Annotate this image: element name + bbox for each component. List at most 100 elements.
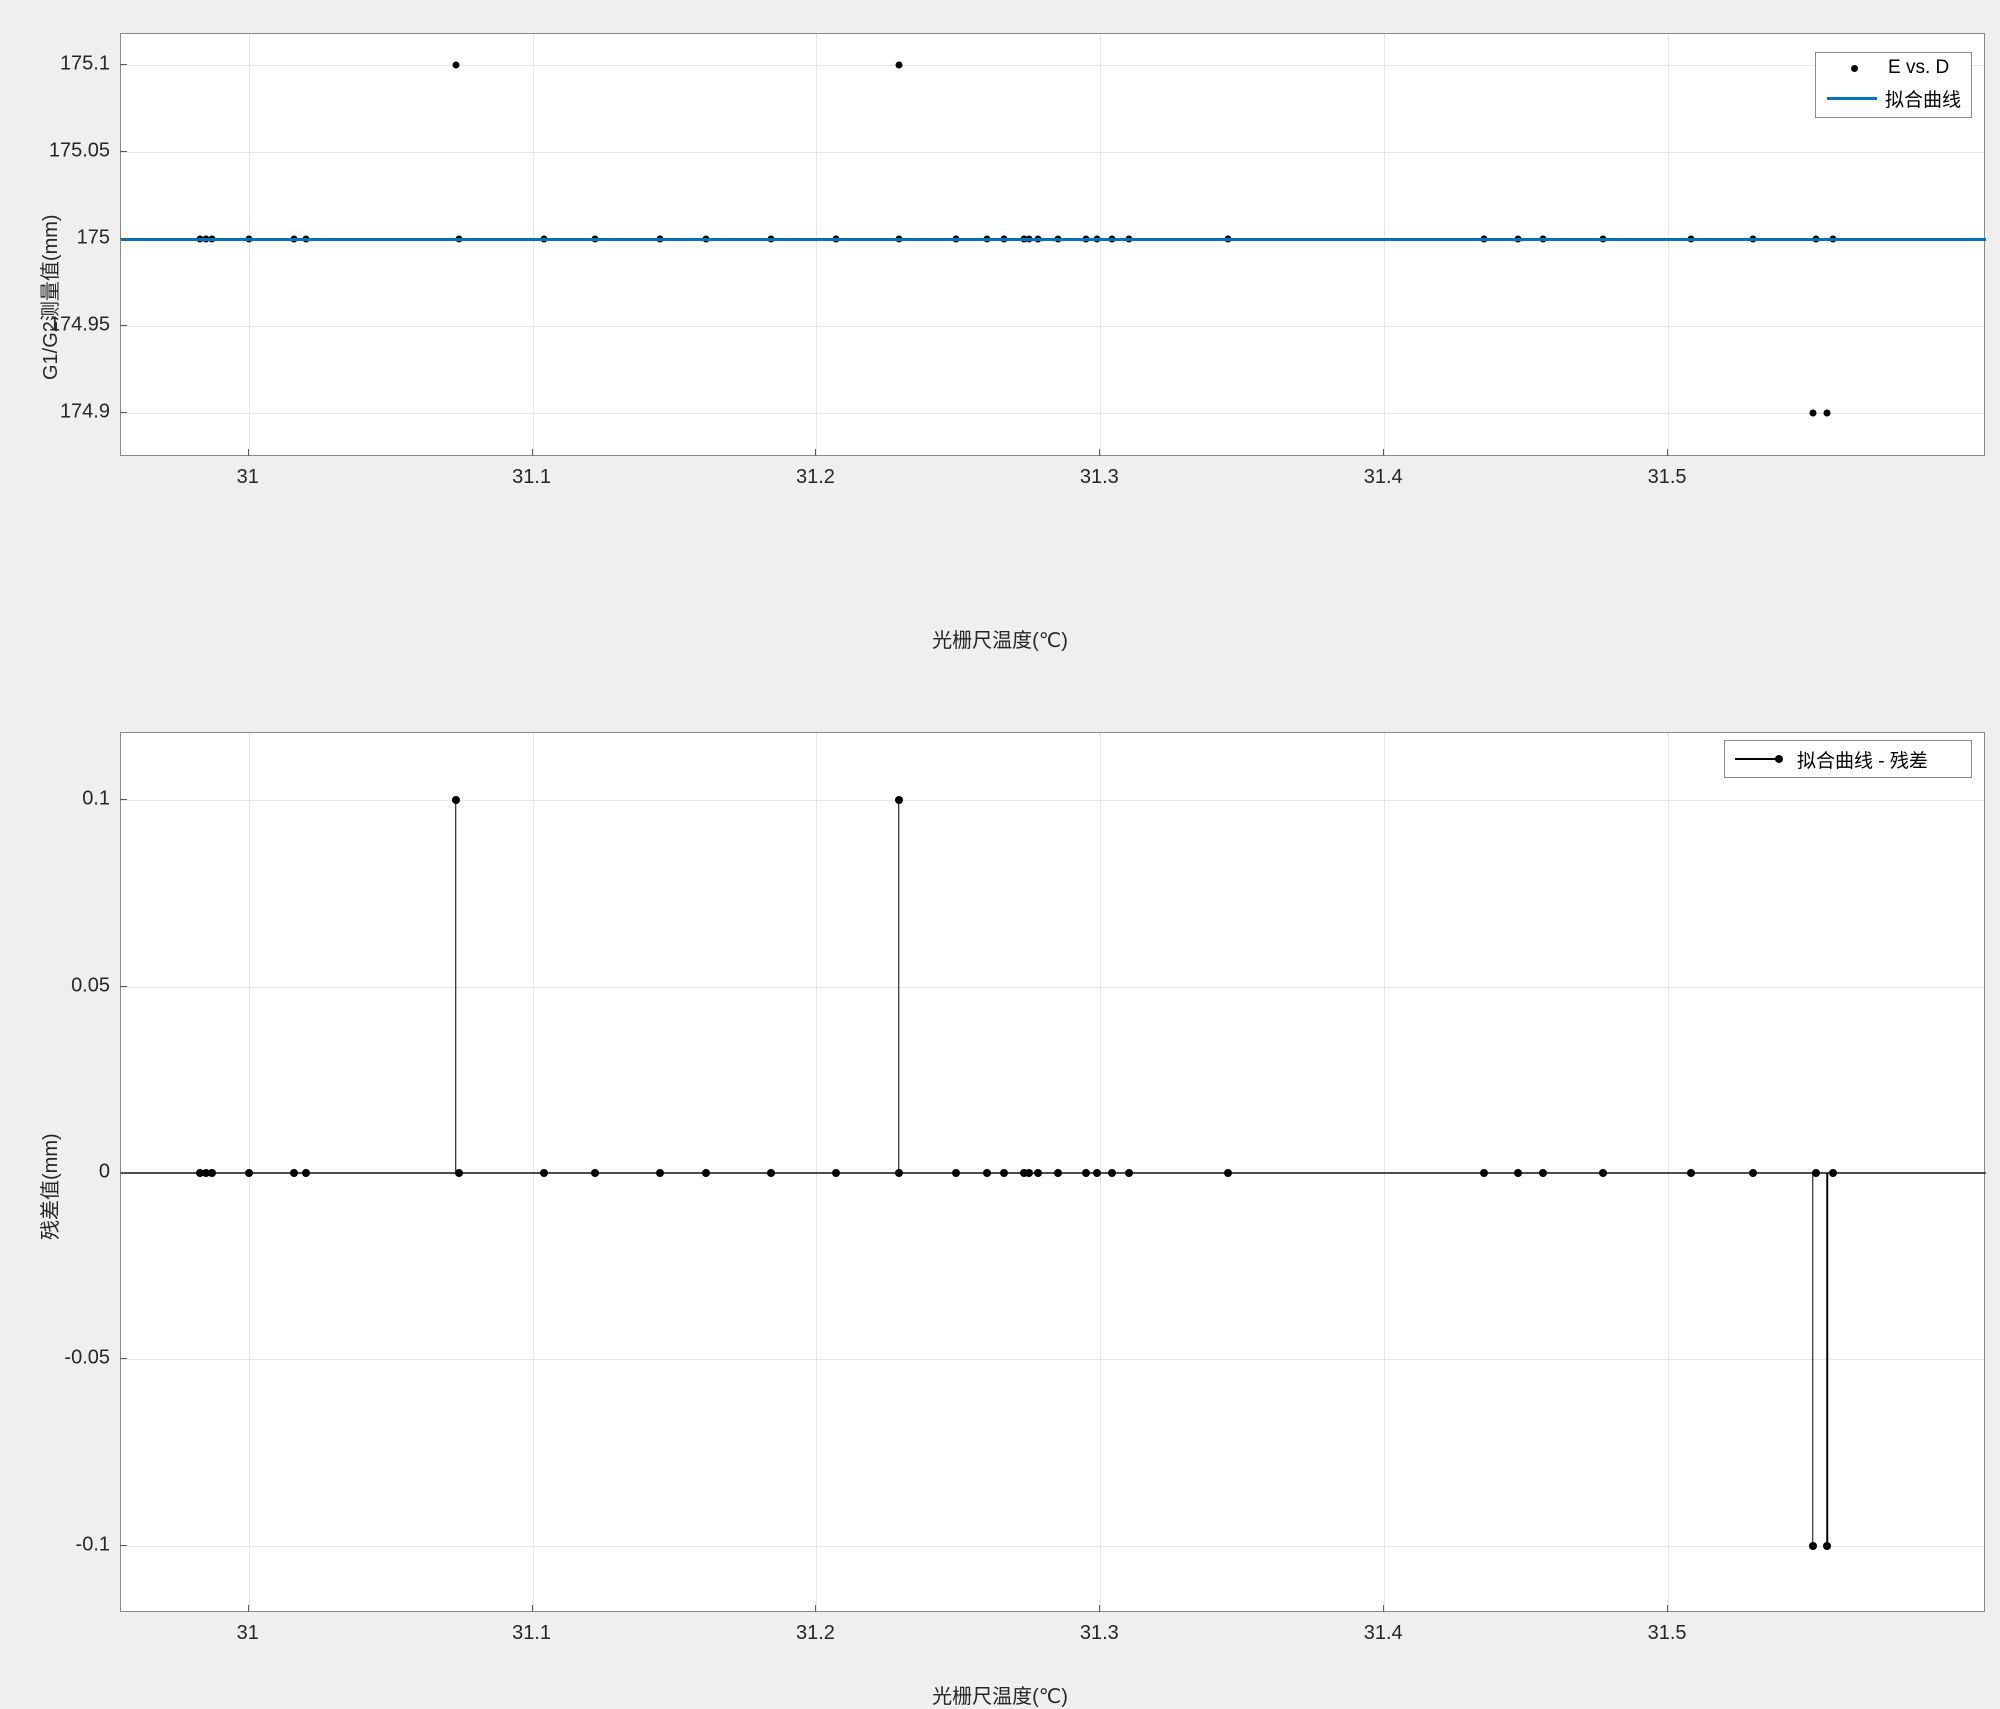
data-point [1025,1169,1034,1177]
grid-line-vertical [1668,34,1670,455]
y-tick [120,64,127,66]
data-point [1053,1169,1062,1177]
y-tick [120,412,127,414]
data-point [1033,1169,1042,1177]
grid-line-horizontal [121,326,1984,328]
data-point [1539,1169,1548,1177]
data-point [894,796,903,805]
data-point [656,1169,665,1177]
x-tick-label: 31 [236,1622,259,1644]
legend-item-residual[interactable]: 拟合曲线 - 残差 [1725,741,1971,777]
y-tick-label: 0 [98,1160,110,1183]
legend-item-evsd[interactable]: E vs. D [1816,53,1971,83]
scatter-marker-icon [1826,64,1882,72]
y-tick [120,151,127,153]
data-point [832,1169,841,1177]
data-point [1082,1169,1091,1177]
top-x-axis-title: 光栅尺温度(℃) [932,630,1068,652]
grid-line-vertical [248,34,250,455]
bottom-y-axis-title: 残差值(mm) [40,1133,62,1240]
x-tick-label: 31.3 [1079,1622,1119,1644]
x-tick [247,449,249,456]
grid-line-horizontal [121,413,1984,415]
y-tick-label: 175 [76,226,110,249]
data-point [767,1169,776,1177]
x-tick [1667,449,1669,456]
data-point [202,1169,211,1177]
legend-label-evsd: E vs. D [1888,57,1950,78]
data-point [451,796,460,805]
bottom-legend[interactable]: 拟合曲线 - 残差 [1724,740,1972,778]
y-tick [120,1358,127,1360]
x-tick-label: 31.4 [1363,1622,1403,1644]
top-legend[interactable]: E vs. D 拟合曲线 [1815,52,1972,118]
bottom-panel: 31 31.1 31.2 31.3 31.4 31.5 0.1 0.05 0 -0.05 -0.1… [0,660,2000,1708]
bottom-x-axis-title: 光栅尺温度(℃) [932,1686,1068,1708]
x-tick [531,1605,533,1612]
data-point [452,61,460,69]
x-tick [1383,449,1385,456]
x-tick [247,1605,249,1612]
data-point [999,1169,1008,1177]
data-point [1598,1169,1607,1177]
grid-line-horizontal [121,1359,1984,1361]
x-tick [1383,1605,1385,1612]
data-point [290,1169,299,1177]
data-point [1823,409,1831,417]
data-point [1823,1541,1832,1550]
x-tick [531,449,533,456]
top-y-axis-title: G1/G2测量值(mm) [40,214,62,380]
data-point [1749,1169,1758,1177]
data-point [207,1169,216,1177]
y-tick-label: 175.05 [48,139,110,162]
legend-item-fitcurve[interactable]: 拟合曲线 [1816,83,1971,113]
y-tick [120,238,127,240]
y-tick [120,985,127,987]
grid-line-horizontal [121,986,1984,988]
y-tick [120,1172,127,1173]
data-point [244,1169,253,1177]
legend-label-residual: 拟合曲线 - 残差 [1797,750,1928,772]
y-tick-label: 174.9 [59,400,110,423]
data-point [982,1169,991,1177]
x-tick-label: 31.5 [1647,1622,1687,1644]
x-tick [815,1605,817,1612]
data-point [894,1169,903,1177]
data-point [1124,1169,1133,1177]
grid-line-horizontal [121,65,1984,67]
data-point [1686,1169,1695,1177]
data-point [1828,1169,1837,1177]
y-tick [120,1544,127,1546]
grid-line-vertical [1384,34,1386,455]
data-point [539,1169,548,1177]
top-plot-area [120,33,1986,456]
y-tick-label: 174.95 [48,313,110,336]
grid-line-horizontal [121,1545,1984,1547]
legend-label-fitcurve: 拟合曲线 [1884,89,1961,111]
residual-stem [1826,1173,1828,1546]
data-point [1479,1169,1488,1177]
x-tick [815,449,817,456]
x-tick [1099,449,1101,456]
data-point [1811,1169,1820,1177]
y-tick-label: 0.1 [82,787,110,810]
data-point [1809,409,1817,417]
grid-line-vertical [816,34,818,455]
data-point [1019,1169,1028,1177]
top-panel: 31 31.1 31.2 31.3 31.4 31.5 175.1 175.05 175 174… [0,0,2000,660]
residual-stem [455,800,457,1173]
x-tick-label: 31.1 [512,466,552,488]
y-tick-label: 0.05 [71,974,110,997]
x-tick-label: 31.2 [796,466,835,488]
y-tick-label: -0.05 [64,1346,110,1369]
grid-line-vertical [1100,34,1102,455]
x-tick-label: 31.5 [1647,466,1687,488]
data-point [701,1169,710,1177]
bottom-plot-area [120,732,1986,1612]
grid-line-horizontal [121,152,1984,154]
x-tick-label: 31.2 [796,1622,835,1644]
data-point [301,1169,310,1177]
data-point [951,1169,960,1177]
x-tick-label: 31 [236,466,259,488]
